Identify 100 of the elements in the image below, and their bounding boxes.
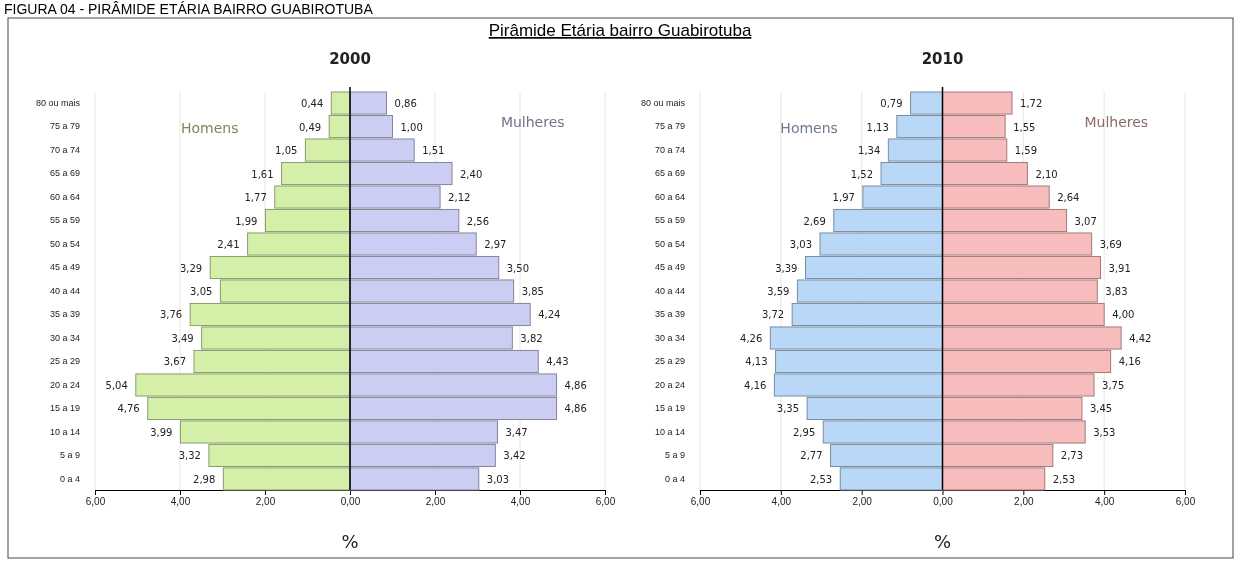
y-tick-label: 50 a 54 [49,238,80,249]
data-label: 2,12 [448,192,471,204]
y-tick-label: 55 a 59 [654,215,685,226]
data-label: 2,95 [793,426,816,438]
data-label: 3,50 [506,262,530,274]
x-tick-label: 6,00 [1175,496,1196,508]
y-tick-label: 15 a 19 [49,403,80,414]
data-label: 3,35 [776,403,800,415]
y-tick-label: 50 a 54 [654,238,685,249]
data-label: 1,97 [832,192,855,204]
data-label: 3,69 [1099,239,1122,251]
y-tick-label: 60 a 64 [49,191,80,202]
data-label: 3,59 [767,286,790,297]
data-label: 3,91 [1108,262,1131,274]
data-label: 0,44 [301,98,324,110]
data-label: 3,85 [521,286,544,297]
data-label: 4,86 [564,403,587,415]
x-axis-title: % [341,531,359,552]
chart-title: 2010 [921,50,964,68]
data-label: 3,03 [486,473,510,485]
y-tick-label: 75 a 79 [49,121,80,132]
data-label: 3,82 [520,332,543,344]
x-tick-label: 6,00 [690,496,711,508]
y-tick-label: 30 a 34 [49,332,80,343]
data-label: 3,75 [1102,379,1125,391]
chart-title: 2000 [329,50,371,68]
data-label: 0,49 [298,121,322,133]
data-label: 4,24 [538,309,561,321]
data-label: 1,59 [1014,145,1038,157]
data-label: 1,72 [1020,98,1043,110]
y-tick-label: 5 a 9 [59,450,80,461]
x-tick-label: 4,00 [771,496,792,508]
x-tick-label: 6,00 [85,496,106,508]
data-label: 0,79 [880,98,903,110]
data-label: 3,83 [1105,286,1128,297]
y-tick-label: 0 a 4 [59,473,80,484]
data-label: 3,05 [190,286,213,297]
y-tick-label: 10 a 14 [49,426,80,437]
data-label: 3,29 [179,262,203,274]
data-label: 2,77 [800,450,823,462]
data-label: 2,53 [809,473,833,485]
data-label: 3,53 [1093,426,1116,438]
data-label: 2,53 [1052,473,1076,485]
x-tick-label: 2,00 [425,496,446,508]
x-tick-label: 4,00 [1094,496,1115,508]
x-axis-title: % [933,531,952,552]
text: Homens [180,120,239,137]
y-tick-label: 25 a 29 [49,356,80,367]
x-tick-label: 4,00 [170,496,191,508]
data-label: 4,43 [546,356,569,368]
y-tick-label: 45 a 49 [654,262,685,273]
data-label: 2,69 [803,215,826,227]
data-label: 3,99 [150,426,173,438]
text: Mulheres [1084,114,1149,131]
x-tick-label: 2,00 [1014,496,1034,508]
data-label: 4,16 [1118,356,1141,368]
data-label: 3,47 [505,426,528,438]
data-label: 4,42 [1129,332,1152,344]
data-label: 4,13 [745,356,768,368]
data-label: 1,52 [850,168,874,180]
data-label: 3,67 [163,356,187,368]
data-label: 2,41 [217,239,240,251]
y-tick-label: 25 a 29 [654,356,685,367]
data-label: 3,03 [789,239,813,251]
y-tick-label: 45 a 49 [49,262,80,273]
data-label: 1,05 [275,145,298,157]
data-label: 2,73 [1060,450,1084,462]
y-tick-label: 80 ou mais [35,97,81,108]
data-label: 1,51 [422,145,445,157]
x-tick-label: 4,00 [510,496,531,508]
data-label: 3,72 [761,309,785,321]
data-label: 4,16 [744,379,767,391]
y-tick-label: 20 a 24 [654,379,685,390]
data-label: 2,10 [1035,168,1058,180]
y-tick-label: 35 a 39 [654,309,685,320]
data-label: 3,07 [1074,215,1097,227]
y-tick-label: 70 a 74 [654,144,685,155]
y-tick-label: 20 a 24 [49,379,80,390]
y-tick-label: 75 a 79 [654,121,685,132]
data-label: 1,00 [400,121,423,133]
data-label: 4,76 [117,403,140,415]
data-label: 2,64 [1057,192,1080,204]
data-label: 5,04 [105,379,128,391]
data-label: 1,13 [866,121,889,133]
text: Mulheres [500,114,565,131]
y-tick-label: 35 a 39 [49,309,80,320]
data-label: 3,42 [503,450,526,462]
y-tick-label: 15 a 19 [654,403,685,414]
y-tick-label: 5 a 9 [664,450,685,461]
data-label: 3,39 [775,262,798,274]
y-tick-label: 65 a 69 [654,168,685,179]
x-tick-label: 2,00 [255,496,276,508]
data-label: 4,86 [564,379,587,391]
data-label: 2,97 [484,239,507,251]
y-tick-label: 0 a 4 [664,473,685,484]
data-label: 3,49 [171,332,194,344]
y-tick-label: 55 a 59 [49,215,80,226]
x-tick-label: 0,00 [933,496,954,508]
y-tick-label: 10 a 14 [654,426,685,437]
data-label: 0,86 [394,98,417,110]
